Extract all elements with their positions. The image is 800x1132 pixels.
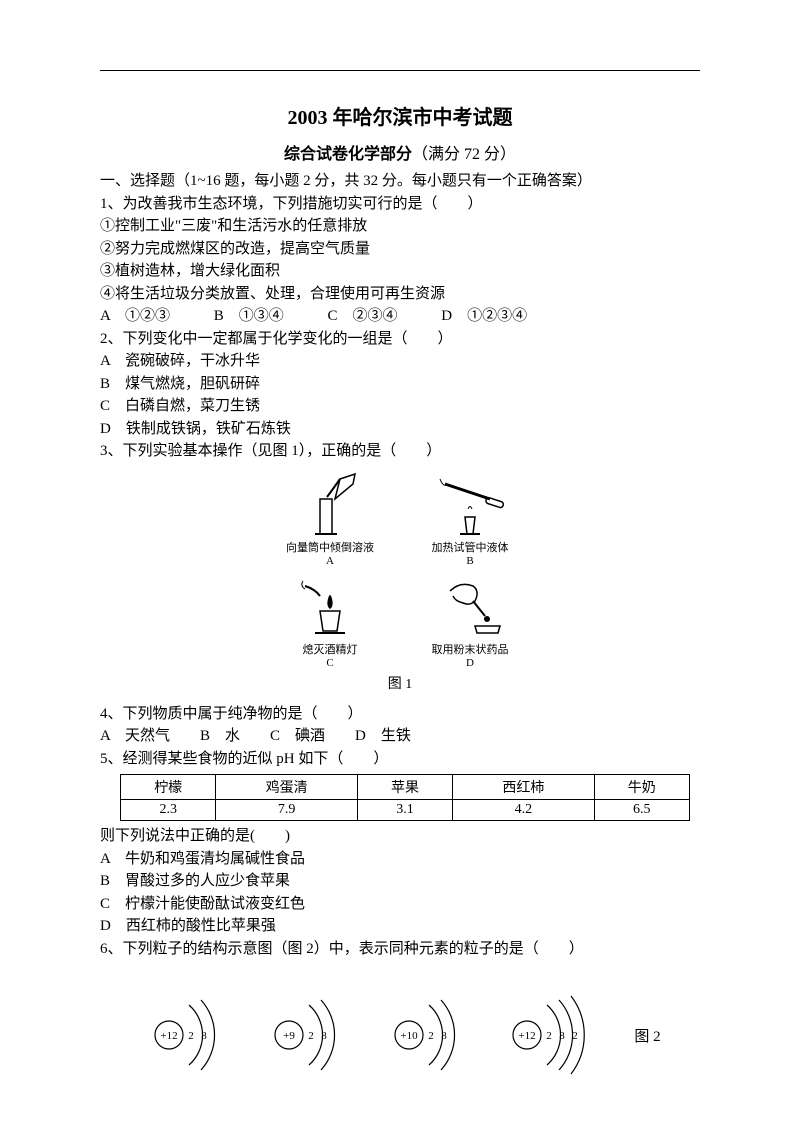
- q1-stem: 1、为改善我市生态环境，下列措施切实可行的是（ ）: [100, 193, 700, 216]
- fig1-B-letter: B: [415, 555, 525, 567]
- q1-o1: ①控制工业"三废"和生活污水的任意排放: [100, 215, 700, 238]
- fig1-C: 熄灭酒精灯 C: [275, 571, 385, 669]
- top-divider: [100, 70, 700, 71]
- q1-D: D ①②③④: [441, 305, 527, 328]
- q5-table: 柠檬 鸡蛋清 苹果 西红柿 牛奶 2.3 7.9 3.1 4.2 6.5: [120, 774, 690, 821]
- fig1-C-label: 熄灭酒精灯: [275, 641, 385, 657]
- th-0: 柠檬: [121, 775, 216, 800]
- svg-text:+12: +12: [161, 1030, 178, 1042]
- tv-3: 4.2: [453, 800, 594, 821]
- q5-D: D 西红柿的酸性比苹果强: [100, 915, 700, 938]
- th-1: 鸡蛋清: [216, 775, 357, 800]
- fig1-B-label: 加热试管中液体: [415, 539, 525, 555]
- atom-2: +10 2 8: [379, 990, 469, 1080]
- fig2-caption: 图 2: [634, 1025, 660, 1046]
- fig1-C-img: [275, 571, 385, 641]
- q2-D: D 铁制成铁锅，铁矿石炼铁: [100, 418, 700, 441]
- tv-2: 3.1: [357, 800, 452, 821]
- svg-text:+12: +12: [519, 1030, 536, 1042]
- svg-text:2: 2: [429, 1030, 435, 1042]
- fig1-A-label: 向量筒中倾倒溶液: [275, 539, 385, 555]
- th-3: 西红柿: [453, 775, 594, 800]
- svg-text:8: 8: [202, 1030, 208, 1042]
- q2-B: B 煤气燃烧，胆矾研碎: [100, 373, 700, 396]
- fig1-D: 取用粉末状药品 D: [415, 571, 525, 669]
- atom-1: +9 2 8: [259, 990, 349, 1080]
- q5-stem: 5、经测得某些食物的近似 pH 如下（ ）: [100, 748, 700, 771]
- section-header: 一、选择题（1~16 题，每小题 2 分，共 32 分。每小题只有一个正确答案）: [100, 170, 700, 193]
- svg-text:8: 8: [322, 1030, 328, 1042]
- q4-stem: 4、下列物质中属于纯净物的是（ ）: [100, 703, 700, 726]
- fig1-A: 向量筒中倾倒溶液 A: [275, 469, 385, 567]
- q2-A: A 瓷碗破碎，干冰升华: [100, 350, 700, 373]
- q1-o2: ②努力完成燃煤区的改造，提高空气质量: [100, 238, 700, 261]
- svg-text:+9: +9: [284, 1030, 296, 1042]
- q1-C: C ②③④: [328, 305, 398, 328]
- q2-C: C 白磷自燃，菜刀生锈: [100, 395, 700, 418]
- q3-stem: 3、下列实验基本操作（见图 1），正确的是（ ）: [100, 440, 700, 463]
- svg-text:2: 2: [547, 1030, 553, 1042]
- fig1-B-img: [415, 469, 525, 539]
- svg-text:2: 2: [309, 1030, 315, 1042]
- fig1-C-letter: C: [275, 657, 385, 669]
- figure-2: +12 2 8 +9 2 8 +10 2 8 +12: [100, 990, 700, 1080]
- fig1-D-label: 取用粉末状药品: [415, 641, 525, 657]
- svg-text:+10: +10: [401, 1030, 419, 1042]
- th-4: 牛奶: [594, 775, 689, 800]
- th-2: 苹果: [357, 775, 452, 800]
- q1-A: A ①②③: [100, 305, 170, 328]
- page-subtitle: 综合试卷化学部分（满分 72 分）: [100, 140, 700, 164]
- fig1-D-letter: D: [415, 657, 525, 669]
- subtitle-note: （满分 72 分）: [412, 146, 516, 163]
- fig1-A-img: [275, 469, 385, 539]
- table-row: 柠檬 鸡蛋清 苹果 西红柿 牛奶: [121, 775, 690, 800]
- figure-1: 向量筒中倾倒溶液 A 加热试管中液体 B: [100, 469, 700, 693]
- q1-o4: ④将生活垃圾分类放置、处理，合理使用可再生资源: [100, 283, 700, 306]
- page-title: 2003 年哈尔滨市中考试题: [100, 101, 700, 130]
- q1-o3: ③植树造林，增大绿化面积: [100, 260, 700, 283]
- q1-B: B ①③④: [214, 305, 284, 328]
- svg-text:8: 8: [442, 1030, 448, 1042]
- subtitle-text: 综合试卷化学部分: [284, 146, 412, 163]
- q6-stem: 6、下列粒子的结构示意图（图 2）中，表示同种元素的粒子的是（ ）: [100, 938, 700, 961]
- atom-3: +12 2 8 2: [499, 990, 604, 1080]
- q5-A: A 牛奶和鸡蛋清均属碱性食品: [100, 848, 700, 871]
- fig1-caption: 图 1: [100, 673, 700, 693]
- fig1-B: 加热试管中液体 B: [415, 469, 525, 567]
- q5-B: B 胃酸过多的人应少食苹果: [100, 870, 700, 893]
- q2-stem: 2、下列变化中一定都属于化学变化的一组是（ ）: [100, 328, 700, 351]
- q1-options: A ①②③ B ①③④ C ②③④ D ①②③④: [100, 305, 700, 328]
- q5-C: C 柠檬汁能使酚酞试液变红色: [100, 893, 700, 916]
- svg-text:2: 2: [573, 1030, 579, 1042]
- atom-0: +12 2 8: [139, 990, 229, 1080]
- exam-page: 2003 年哈尔滨市中考试题 综合试卷化学部分（满分 72 分） 一、选择题（1…: [0, 0, 800, 1132]
- svg-text:8: 8: [560, 1030, 566, 1042]
- fig1-A-letter: A: [275, 555, 385, 567]
- tv-4: 6.5: [594, 800, 689, 821]
- fig1-D-img: [415, 571, 525, 641]
- tv-1: 7.9: [216, 800, 357, 821]
- table-row: 2.3 7.9 3.1 4.2 6.5: [121, 800, 690, 821]
- tv-0: 2.3: [121, 800, 216, 821]
- q5-post: 则下列说法中正确的是( ): [100, 825, 700, 848]
- q4-opts: A 天然气 B 水 C 碘酒 D 生铁: [100, 725, 700, 748]
- svg-text:2: 2: [189, 1030, 195, 1042]
